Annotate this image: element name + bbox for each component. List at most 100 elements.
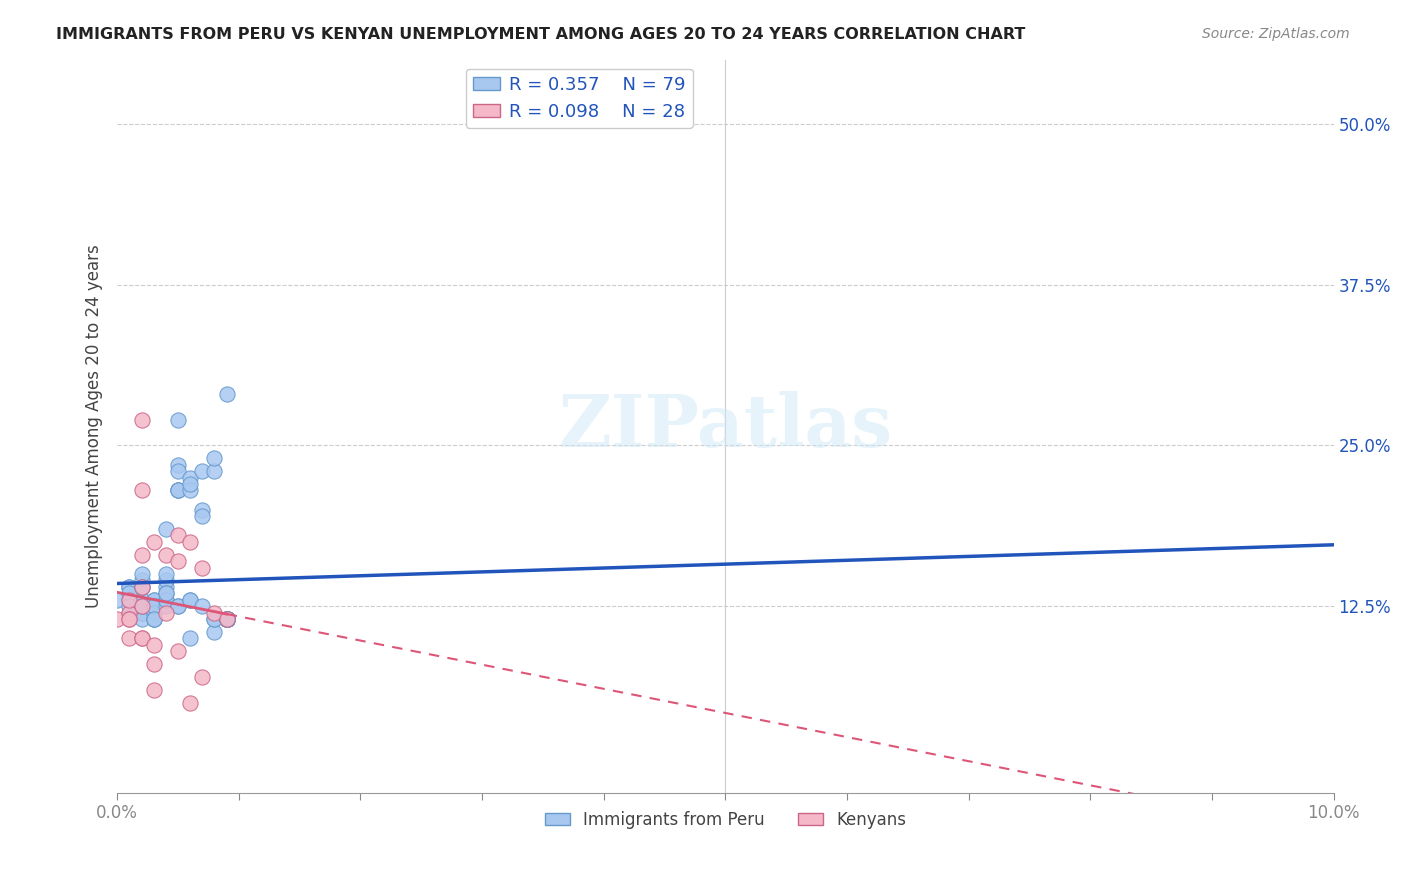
Point	[215, 612, 238, 626]
Point	[167, 483, 190, 498]
Point	[118, 632, 141, 646]
Point	[142, 638, 165, 652]
Point	[191, 509, 214, 524]
Point	[179, 483, 201, 498]
Point	[118, 592, 141, 607]
Point	[131, 592, 153, 607]
Point	[142, 599, 165, 614]
Point	[215, 612, 238, 626]
Point	[204, 606, 226, 620]
Point	[204, 464, 226, 478]
Point	[131, 580, 153, 594]
Point	[179, 592, 201, 607]
Point	[215, 612, 238, 626]
Point	[204, 612, 226, 626]
Point	[215, 612, 238, 626]
Point	[105, 592, 128, 607]
Point	[167, 644, 190, 658]
Point	[204, 624, 226, 639]
Text: IMMIGRANTS FROM PERU VS KENYAN UNEMPLOYMENT AMONG AGES 20 TO 24 YEARS CORRELATIO: IMMIGRANTS FROM PERU VS KENYAN UNEMPLOYM…	[56, 27, 1025, 42]
Point	[204, 451, 226, 466]
Point	[118, 580, 141, 594]
Point	[215, 612, 238, 626]
Point	[131, 612, 153, 626]
Point	[155, 586, 177, 600]
Point	[215, 612, 238, 626]
Point	[191, 464, 214, 478]
Point	[179, 632, 201, 646]
Point	[204, 612, 226, 626]
Point	[131, 483, 153, 498]
Point	[215, 612, 238, 626]
Point	[215, 612, 238, 626]
Point	[191, 502, 214, 516]
Point	[131, 599, 153, 614]
Point	[118, 612, 141, 626]
Point	[215, 612, 238, 626]
Point	[215, 612, 238, 626]
Point	[215, 612, 238, 626]
Point	[118, 580, 141, 594]
Point	[118, 612, 141, 626]
Point	[118, 606, 141, 620]
Legend: Immigrants from Peru, Kenyans: Immigrants from Peru, Kenyans	[538, 805, 912, 836]
Text: Source: ZipAtlas.com: Source: ZipAtlas.com	[1202, 27, 1350, 41]
Point	[118, 586, 141, 600]
Point	[142, 612, 165, 626]
Point	[167, 483, 190, 498]
Point	[155, 599, 177, 614]
Point	[142, 534, 165, 549]
Text: ZIPatlas: ZIPatlas	[558, 391, 893, 462]
Point	[131, 606, 153, 620]
Point	[155, 548, 177, 562]
Point	[131, 599, 153, 614]
Point	[142, 592, 165, 607]
Point	[167, 599, 190, 614]
Point	[179, 477, 201, 491]
Point	[179, 470, 201, 484]
Point	[131, 567, 153, 582]
Point	[142, 606, 165, 620]
Y-axis label: Unemployment Among Ages 20 to 24 years: Unemployment Among Ages 20 to 24 years	[86, 244, 103, 608]
Point	[105, 612, 128, 626]
Point	[155, 580, 177, 594]
Point	[131, 632, 153, 646]
Point	[131, 606, 153, 620]
Point	[215, 612, 238, 626]
Point	[142, 612, 165, 626]
Point	[191, 670, 214, 684]
Point	[215, 387, 238, 401]
Point	[167, 528, 190, 542]
Point	[131, 413, 153, 427]
Point	[142, 682, 165, 697]
Point	[118, 592, 141, 607]
Point	[142, 612, 165, 626]
Point	[131, 632, 153, 646]
Point	[155, 592, 177, 607]
Point	[118, 599, 141, 614]
Point	[167, 458, 190, 472]
Point	[167, 464, 190, 478]
Point	[142, 599, 165, 614]
Point	[131, 599, 153, 614]
Point	[215, 612, 238, 626]
Point	[179, 696, 201, 710]
Point	[155, 606, 177, 620]
Point	[191, 560, 214, 574]
Point	[131, 580, 153, 594]
Point	[131, 548, 153, 562]
Point	[155, 574, 177, 588]
Point	[215, 612, 238, 626]
Point	[155, 586, 177, 600]
Point	[142, 592, 165, 607]
Point	[155, 567, 177, 582]
Point	[215, 612, 238, 626]
Point	[215, 612, 238, 626]
Point	[142, 606, 165, 620]
Point	[155, 592, 177, 607]
Point	[131, 574, 153, 588]
Point	[191, 599, 214, 614]
Point	[167, 483, 190, 498]
Point	[179, 592, 201, 607]
Point	[215, 612, 238, 626]
